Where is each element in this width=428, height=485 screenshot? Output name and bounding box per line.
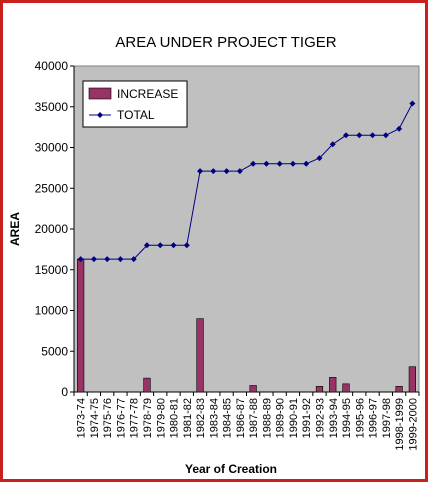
legend: INCREASE TOTAL (82, 80, 188, 128)
total-point (183, 242, 190, 249)
total-point (289, 160, 296, 167)
y-tick-label: 20000 (35, 222, 69, 236)
x-axis-label: Year of Creation (185, 462, 277, 476)
x-tick-label: 1989-90 (275, 398, 287, 438)
increase-bar (143, 377, 151, 393)
legend-increase-label: INCREASE (117, 87, 178, 101)
y-tick-label: 15000 (35, 263, 69, 277)
total-point (77, 256, 84, 263)
y-tick-label: 5000 (41, 344, 68, 358)
total-line (77, 100, 416, 263)
x-tick-label: 1991-92 (301, 398, 313, 438)
chart-title: AREA UNDER PROJECT TIGER (115, 34, 336, 51)
y-tick-label: 35000 (35, 100, 69, 114)
total-point (90, 256, 97, 263)
increase-bar (408, 366, 416, 393)
x-tick-label: 1999-2000 (407, 398, 419, 451)
x-tick-label: 1983-84 (208, 398, 220, 438)
x-tick-label: 1988-89 (261, 398, 273, 438)
increase-bar (249, 385, 257, 393)
x-tick-label: 1997-98 (381, 398, 393, 438)
y-tick-label: 10000 (35, 304, 69, 318)
x-tick-label: 1981-82 (182, 398, 194, 438)
total-point (329, 141, 336, 148)
total-point (382, 132, 389, 139)
x-tick-label: 1992-93 (314, 398, 326, 438)
x-tick-label: 1996-97 (368, 398, 380, 438)
total-point (157, 242, 164, 249)
x-tick-label: 1982-83 (195, 398, 207, 438)
x-tick-label: 1990-91 (288, 398, 300, 438)
total-point (236, 168, 243, 175)
total-point (356, 132, 363, 139)
x-tick-label: 1974-75 (89, 398, 101, 438)
y-tick-label: 25000 (35, 181, 69, 195)
x-tick-label: 1998-1999 (394, 398, 406, 451)
increase-bar (395, 385, 403, 393)
y-axis-label: AREA (8, 212, 22, 246)
total-point (197, 168, 204, 175)
x-tick-label: 1993-94 (328, 398, 340, 438)
x-tick-label: 1977-78 (129, 398, 141, 438)
total-point (210, 168, 217, 175)
total-point (223, 168, 230, 175)
x-tick-label: 1984-85 (222, 398, 234, 438)
total-point (369, 132, 376, 139)
x-tick-label: 1980-81 (169, 398, 181, 438)
x-tick-label: 1976-77 (115, 398, 127, 438)
x-tick-label: 1995-96 (354, 398, 366, 438)
total-point (117, 256, 124, 263)
increase-bar (196, 318, 204, 393)
increase-bars (77, 258, 416, 393)
total-point (104, 256, 111, 263)
legend-increase-swatch (88, 87, 112, 100)
x-axis: 1973-74 1974-75 1975-76 1976-77 1977-78 1978-… (73, 391, 420, 451)
total-point (143, 242, 150, 249)
total-point (409, 100, 416, 107)
increase-bar (77, 258, 85, 393)
total-point (303, 160, 310, 167)
x-tick-label: 1979-80 (155, 398, 167, 438)
x-tick-label: 1994-95 (341, 398, 353, 438)
total-point (130, 256, 137, 263)
total-point (170, 242, 177, 249)
total-point (316, 155, 323, 162)
legend-total-marker (97, 112, 103, 118)
legend-total-label: TOTAL (117, 108, 155, 122)
total-point (250, 160, 257, 167)
chart: AREA UNDER PROJECT TIGER 0 5000 10000 15000… (8, 34, 420, 476)
x-tick-label: 1978-79 (142, 398, 154, 438)
total-point (396, 125, 403, 132)
y-tick-label: 40000 (35, 59, 69, 73)
increase-bar (342, 383, 350, 393)
total-point (276, 160, 283, 167)
y-tick-label: 30000 (35, 141, 69, 155)
total-point (343, 132, 350, 139)
y-axis: 0 5000 10000 15000 20000 25000 30000 35000 40000 (35, 59, 75, 399)
increase-bar (329, 377, 337, 393)
y-tick-label: 0 (61, 385, 68, 399)
x-tick-label: 1973-74 (76, 398, 88, 438)
x-tick-label: 1975-76 (102, 398, 114, 438)
x-tick-label: 1986-87 (235, 398, 247, 438)
total-point (263, 160, 270, 167)
increase-bar (315, 385, 324, 393)
x-tick-label: 1987-88 (248, 398, 260, 438)
